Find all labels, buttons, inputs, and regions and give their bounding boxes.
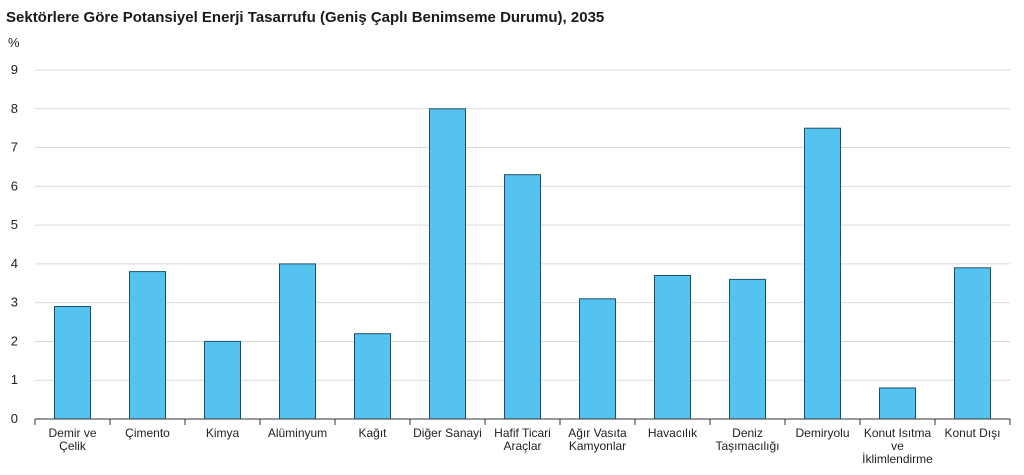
x-category-label: Ağır Vasıta Kamyonlar bbox=[568, 426, 627, 453]
bar bbox=[279, 263, 316, 420]
x-category-label: Kağıt bbox=[358, 426, 387, 440]
x-axis-category-labels: Demir ve Çelik Çimento Kimya Alüminyum Kağıt D… bbox=[48, 426, 1000, 466]
x-category-label: Hafif Ticari Araçlar bbox=[494, 426, 551, 453]
x-category-label: Kimya bbox=[206, 426, 240, 440]
bar bbox=[579, 298, 616, 420]
bar bbox=[879, 387, 916, 420]
y-tick-label: 5 bbox=[11, 217, 18, 232]
bar bbox=[204, 340, 241, 420]
y-axis-ticks: 0 1 2 3 4 5 6 7 8 9 bbox=[11, 62, 18, 426]
bars bbox=[54, 108, 991, 420]
bar bbox=[954, 267, 991, 420]
y-tick-label: 3 bbox=[11, 295, 18, 310]
bar bbox=[429, 108, 466, 420]
chart-title: Sektörlere Göre Potansiyel Enerji Tasarr… bbox=[6, 9, 604, 26]
y-tick-label: 8 bbox=[11, 101, 18, 116]
bar bbox=[504, 174, 541, 420]
x-category-label: Diğer Sanayi bbox=[413, 426, 482, 440]
x-category-label: Çimento bbox=[125, 426, 170, 440]
y-tick-label: 4 bbox=[11, 256, 18, 271]
x-category-label: Alüminyum bbox=[268, 426, 327, 440]
y-tick-label: 2 bbox=[11, 333, 18, 348]
y-tick-label: 7 bbox=[11, 140, 18, 155]
y-tick-label: 1 bbox=[11, 372, 18, 387]
x-category-label: Demiryolu bbox=[795, 426, 849, 440]
x-category-label: Deniz Taşımacılığı bbox=[715, 426, 779, 453]
x-axis bbox=[34, 418, 1011, 425]
bar bbox=[54, 306, 91, 420]
bar bbox=[729, 278, 766, 420]
x-category-label: Konut Dışı bbox=[944, 426, 1000, 440]
y-tick-label: 9 bbox=[11, 62, 18, 77]
y-axis-unit-label: % bbox=[8, 35, 20, 50]
y-tick-label: 6 bbox=[11, 178, 18, 193]
x-category-label: Konut Isıtma ve İklimlendirme bbox=[862, 426, 933, 466]
x-category-label: Demir ve Çelik bbox=[48, 426, 96, 453]
bar bbox=[804, 127, 841, 420]
x-category-label: Havacılık bbox=[648, 426, 698, 440]
bar bbox=[129, 271, 166, 420]
bar bbox=[354, 333, 391, 420]
y-tick-label: 0 bbox=[11, 411, 18, 426]
bar bbox=[654, 275, 691, 420]
